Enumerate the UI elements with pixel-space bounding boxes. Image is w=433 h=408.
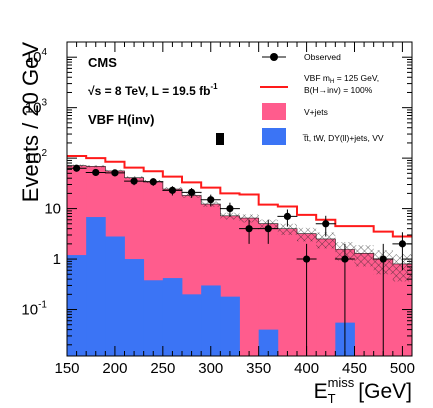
observed-point xyxy=(398,240,407,248)
legend-entry-observed: Observed xyxy=(262,52,341,62)
observed-point xyxy=(111,169,119,177)
observed-point xyxy=(283,212,292,221)
legend-observed-marker xyxy=(270,53,278,61)
legend: Observed VBF mH = 125 GeV, B(H→inv) = 10… xyxy=(260,52,384,145)
marker-artifact xyxy=(216,133,224,145)
axis-ticks: 150 200 250 300 350 400 450 500 10-1 1 10 102 103 104 xyxy=(21,41,415,377)
legend-entry-other: t̅t, tW, DY(ll)+jets, VV xyxy=(262,128,384,145)
observed-point xyxy=(264,225,272,233)
x-tick-label: 250 xyxy=(150,360,175,377)
legend-vjets-swatch xyxy=(262,103,286,120)
energy-lumi-label: √s = 8 TeV, L = 19.5 fb-1 xyxy=(88,82,218,98)
legend-vjets-label: V+jets xyxy=(304,107,328,117)
lumi-unit-superscript: -1 xyxy=(210,82,218,91)
uncertainty-band-segment xyxy=(316,232,336,249)
legend-observed-label: Observed xyxy=(304,52,341,62)
legend-signal-label-2: B(H→inv) = 100% xyxy=(304,85,373,95)
observed-point xyxy=(207,196,215,204)
vjets-bar xyxy=(277,228,298,356)
x-tick-label: 300 xyxy=(198,360,223,377)
x-tick-label: 200 xyxy=(102,360,127,377)
x-axis-title-unit: [GeV] xyxy=(358,380,412,403)
other-bkg-bar xyxy=(143,280,164,356)
other-bkg-bar xyxy=(124,259,145,356)
observed-point xyxy=(322,220,330,228)
x-axis-title-main: E xyxy=(314,380,328,403)
vjets-bar xyxy=(354,253,375,356)
uncertainty-band-segment xyxy=(354,245,374,267)
observed-point xyxy=(245,225,253,233)
other-bkg-bar xyxy=(220,296,240,356)
y-tick-label: 104 xyxy=(25,47,48,66)
other-bkg-bar xyxy=(258,329,279,356)
observed-point xyxy=(149,178,157,186)
observed-point xyxy=(168,186,177,194)
analysis-label: VBF H(inv) xyxy=(88,112,154,127)
observed-point xyxy=(341,255,349,263)
y-tick-label: 10 xyxy=(44,201,61,218)
legend-signal-label-1: VBF mH = 125 GeV, xyxy=(304,73,379,85)
other-bkg-bar xyxy=(86,217,106,356)
experiment-label: CMS xyxy=(88,55,117,70)
other-bkg-bar xyxy=(162,278,183,356)
stack-histograms xyxy=(67,165,413,356)
x-axis-title-sub: T xyxy=(328,391,336,406)
other-bkg-bar xyxy=(182,294,202,356)
x-tick-label: 500 xyxy=(390,360,415,377)
legend-other-label: t̅t, tW, DY(ll)+jets, VV xyxy=(302,133,384,143)
y-tick-label: 103 xyxy=(25,98,48,117)
vjets-bar xyxy=(258,223,279,356)
observed-point xyxy=(302,255,311,263)
vjets-bar xyxy=(316,238,336,356)
legend-entry-signal: VBF mH = 125 GeV, B(H→inv) = 100% xyxy=(260,73,379,95)
x-axis-title-sup: miss xyxy=(328,375,355,390)
observed-point xyxy=(72,164,81,172)
y-tick-label: 10-1 xyxy=(21,300,47,319)
y-axis-title: Events / 20 GeV xyxy=(18,42,43,203)
observed-point xyxy=(226,204,234,213)
x-tick-label: 450 xyxy=(342,360,367,377)
energy-lumi-text: √s = 8 TeV, L = 19.5 fb xyxy=(88,84,210,98)
y-tick-label: 102 xyxy=(25,148,48,167)
other-bkg-bar xyxy=(105,236,125,356)
legend-entry-vjets: V+jets xyxy=(262,103,328,120)
legend-other-swatch xyxy=(262,128,286,145)
uncertainty-band-segment xyxy=(239,214,259,223)
signal-step-path xyxy=(67,155,412,238)
background-total-outline xyxy=(67,165,412,265)
uncertainty-band-segment xyxy=(277,223,297,235)
x-tick-label: 400 xyxy=(294,360,319,377)
observed-point xyxy=(130,177,138,185)
observed-point xyxy=(92,168,100,177)
x-tick-label: 150 xyxy=(54,360,79,377)
signal-step-line xyxy=(67,155,412,238)
x-axis-title: ETmiss [GeV] xyxy=(314,375,412,406)
uncertainty-band-segment xyxy=(297,227,317,242)
other-bkg-bar xyxy=(201,285,221,356)
other-bkg-bar xyxy=(67,255,87,356)
observed-point xyxy=(187,188,196,196)
y-tick-label: 1 xyxy=(53,251,61,268)
observed-point xyxy=(379,255,387,263)
x-tick-label: 350 xyxy=(246,360,271,377)
vjets-bar xyxy=(239,218,260,356)
observed-points xyxy=(66,164,413,356)
